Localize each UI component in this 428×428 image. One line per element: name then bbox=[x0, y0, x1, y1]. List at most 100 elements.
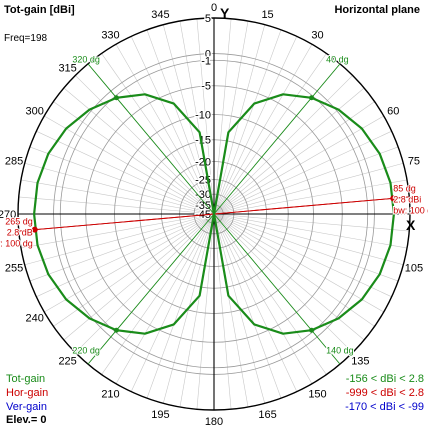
marker-line bbox=[87, 213, 215, 365]
angle-tick-label: 345 bbox=[151, 9, 169, 21]
marker-line bbox=[213, 63, 341, 215]
radial-tick-label: -1 bbox=[201, 55, 211, 67]
tot-gain-curve bbox=[33, 93, 395, 335]
angle-gridline bbox=[29, 146, 215, 215]
angle-gridline bbox=[213, 29, 282, 215]
marker-line bbox=[87, 63, 215, 215]
marker-dot bbox=[113, 95, 119, 101]
legend-ver-range: -170 < dBi < -99 bbox=[345, 401, 424, 413]
angle-gridline bbox=[75, 213, 215, 353]
angle-gridline bbox=[213, 213, 327, 375]
radial-tick-label: -15 bbox=[195, 135, 211, 147]
angle-gridline bbox=[213, 213, 392, 298]
angle-gridline bbox=[213, 101, 375, 215]
angle-gridline bbox=[213, 75, 353, 215]
angle-gridline bbox=[213, 130, 392, 215]
angle-gridline bbox=[213, 213, 298, 392]
angle-gridline bbox=[20, 179, 215, 215]
angle-tick-label: 75 bbox=[408, 155, 420, 167]
angle-gridline bbox=[24, 213, 215, 266]
marker-label: 2.8 dB bbox=[7, 228, 33, 238]
angle-gridline bbox=[213, 213, 404, 266]
angle-gridline bbox=[130, 36, 215, 215]
plane-title: Horizontal plane bbox=[334, 4, 420, 16]
angle-gridline bbox=[24, 162, 215, 215]
marker-label: 140 dg bbox=[326, 346, 354, 356]
radial-tick-label: -30 bbox=[195, 189, 211, 201]
angle-tick-label: 150 bbox=[308, 388, 326, 400]
angle-gridline bbox=[101, 53, 215, 215]
radial-tick-label: -10 bbox=[195, 109, 211, 121]
angle-gridline bbox=[213, 213, 410, 232]
marker-dot bbox=[309, 95, 315, 101]
marker-dot bbox=[113, 327, 119, 333]
marker-label: bw: 100 dg bbox=[0, 239, 33, 249]
angle-gridline bbox=[213, 179, 408, 215]
angle-tick-label: 180 bbox=[205, 416, 223, 428]
angle-gridline bbox=[213, 213, 353, 353]
angle-tick-label: 195 bbox=[151, 409, 169, 421]
angle-gridline bbox=[196, 18, 215, 215]
angle-tick-label: 15 bbox=[261, 9, 273, 21]
marker-label: 265 dg bbox=[5, 217, 33, 227]
angle-gridline bbox=[130, 213, 215, 392]
angle-gridline bbox=[53, 213, 215, 327]
angle-tick-label: 210 bbox=[101, 388, 119, 400]
angle-gridline bbox=[213, 44, 313, 215]
angle-tick-label: 315 bbox=[58, 63, 76, 75]
angle-gridline bbox=[213, 213, 232, 410]
angle-tick-label: 30 bbox=[311, 30, 323, 42]
marker-dot bbox=[390, 195, 397, 202]
angle-gridline bbox=[75, 75, 215, 215]
angle-gridline bbox=[53, 101, 215, 215]
chart-title: Tot-gain [dBi] bbox=[4, 4, 75, 16]
angle-gridline bbox=[213, 213, 399, 282]
angle-gridline bbox=[101, 213, 215, 375]
marker-line bbox=[213, 213, 341, 365]
angle-tick-label: 330 bbox=[101, 30, 119, 42]
angle-gridline bbox=[36, 130, 215, 215]
angle-gridline bbox=[146, 213, 215, 399]
angle-gridline bbox=[213, 213, 375, 327]
radial-tick-label: -5 bbox=[201, 81, 211, 93]
angle-tick-label: 0 bbox=[211, 2, 217, 14]
angle-gridline bbox=[213, 115, 384, 215]
angle-gridline bbox=[20, 213, 215, 249]
angle-gridline bbox=[213, 146, 399, 215]
legend-hor-gain: Hor-gain bbox=[6, 387, 49, 399]
marker-label: 85 dg bbox=[393, 183, 416, 193]
angle-gridline bbox=[213, 213, 313, 384]
angle-gridline bbox=[213, 36, 298, 215]
angle-tick-label: 255 bbox=[5, 263, 23, 275]
angle-gridline bbox=[213, 53, 327, 215]
radial-tick-label: 0 bbox=[205, 49, 211, 61]
angle-gridline bbox=[115, 44, 215, 215]
angle-gridline bbox=[29, 213, 215, 282]
angle-gridline bbox=[213, 213, 384, 313]
angle-gridline bbox=[146, 29, 215, 215]
marker-label: 2.8 dBi bbox=[393, 194, 421, 204]
angle-tick-label: 225 bbox=[58, 355, 76, 367]
angle-gridline bbox=[213, 213, 408, 249]
angle-tick-label: 105 bbox=[405, 263, 423, 275]
angle-tick-label: 300 bbox=[26, 106, 44, 118]
radial-tick-label: -20 bbox=[195, 156, 211, 168]
angle-tick-label: 285 bbox=[5, 155, 23, 167]
legend-tot-gain: Tot-gain bbox=[6, 373, 46, 385]
x-axis-letter: X bbox=[406, 217, 416, 233]
angle-gridline bbox=[213, 213, 282, 399]
freq-label: Freq=198 bbox=[4, 33, 48, 44]
angle-gridline bbox=[44, 115, 215, 215]
angle-tick-label: 165 bbox=[258, 409, 276, 421]
legend-tot-range: -156 < dBi < 2.8 bbox=[345, 373, 424, 385]
angle-gridline bbox=[213, 18, 232, 215]
marker-label: 320 dg bbox=[72, 54, 100, 64]
marker-label: 220 dg bbox=[72, 346, 100, 356]
radial-tick-label: -35 bbox=[195, 200, 211, 212]
marker-label: 40 dg bbox=[326, 54, 349, 64]
angle-gridline bbox=[36, 213, 215, 298]
elevation-label: Elev.= 0 bbox=[6, 414, 47, 426]
angle-gridline bbox=[18, 196, 215, 215]
angle-tick-label: 240 bbox=[26, 313, 44, 325]
